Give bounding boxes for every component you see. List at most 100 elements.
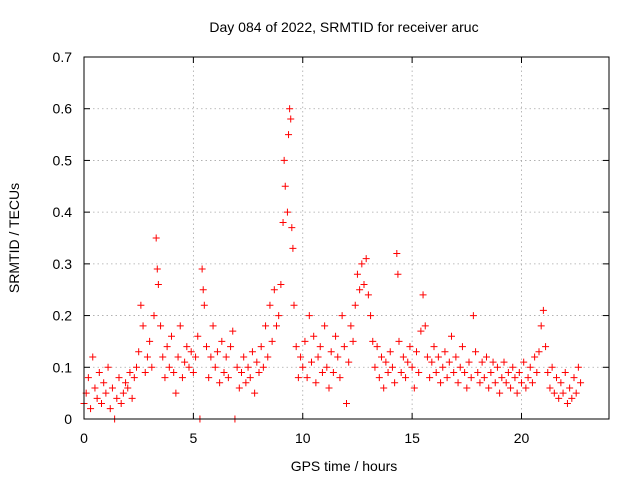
data-point — [299, 363, 307, 371]
data-point — [458, 343, 466, 351]
data-point — [266, 301, 274, 309]
data-point — [349, 337, 357, 345]
data-point — [380, 384, 388, 392]
y-tick-label: 0.5 — [53, 152, 73, 168]
data-point — [485, 384, 493, 392]
data-point — [211, 363, 219, 371]
y-tick-label: 0.4 — [53, 204, 73, 220]
data-point — [336, 374, 344, 382]
data-point — [531, 353, 539, 361]
data-point — [329, 368, 337, 376]
x-tick-label: 15 — [404, 430, 420, 446]
data-point — [198, 265, 206, 273]
data-point — [275, 312, 283, 320]
data-point — [314, 353, 322, 361]
data-point — [178, 374, 186, 382]
data-point — [347, 322, 355, 330]
data-point — [218, 337, 226, 345]
data-point — [213, 348, 221, 356]
data-point — [428, 358, 436, 366]
data-point — [434, 353, 442, 361]
data-point — [288, 224, 296, 232]
y-tick-label: 0.2 — [53, 308, 73, 324]
data-point — [535, 348, 543, 356]
data-point — [496, 389, 504, 397]
data-point — [450, 368, 458, 376]
data-point — [572, 389, 580, 397]
data-point — [216, 379, 224, 387]
data-point — [522, 384, 530, 392]
data-point — [248, 348, 256, 356]
data-point — [316, 343, 324, 351]
data-point — [126, 368, 134, 376]
data-point — [478, 358, 486, 366]
gridlines — [84, 57, 609, 419]
data-point — [154, 281, 162, 289]
data-point — [369, 337, 377, 345]
data-point — [321, 322, 329, 330]
data-point — [153, 265, 161, 273]
data-point — [200, 301, 208, 309]
data-point — [480, 374, 488, 382]
data-point — [386, 348, 394, 356]
data-point — [382, 358, 390, 366]
data-point — [244, 363, 252, 371]
data-point — [548, 363, 556, 371]
data-point — [161, 374, 169, 382]
data-point — [163, 343, 171, 351]
data-point — [135, 348, 143, 356]
y-tick-label: 0 — [64, 411, 72, 427]
data-point — [399, 353, 407, 361]
data-point — [393, 250, 401, 258]
data-point — [437, 379, 445, 387]
data-point — [199, 286, 207, 294]
data-point — [224, 374, 232, 382]
data-point — [181, 358, 189, 366]
data-point — [104, 363, 112, 371]
data-point — [172, 389, 180, 397]
data-point — [426, 374, 434, 382]
data-point — [491, 379, 499, 387]
data-point — [297, 353, 305, 361]
data-point — [285, 131, 293, 139]
data-point — [483, 353, 490, 361]
data-point — [229, 327, 237, 335]
data-point — [323, 363, 331, 371]
data-point — [122, 379, 130, 387]
data-point — [273, 322, 280, 330]
data-point — [509, 363, 517, 371]
data-point — [277, 281, 285, 289]
data-point — [115, 374, 123, 382]
data-point — [89, 353, 97, 361]
data-point — [507, 384, 515, 392]
data-point — [327, 348, 335, 356]
data-point — [227, 343, 235, 351]
data-point — [187, 348, 195, 356]
data-point — [443, 374, 451, 382]
data-point — [119, 389, 127, 397]
data-point — [375, 374, 383, 382]
data-point — [410, 384, 418, 392]
data-point — [356, 286, 364, 294]
data-point — [539, 306, 547, 314]
data-point — [189, 368, 197, 376]
data-point — [351, 301, 359, 309]
data-point — [264, 353, 272, 361]
data-point — [546, 384, 554, 392]
data-point — [504, 368, 512, 376]
data-point — [524, 374, 532, 382]
data-point — [574, 363, 582, 371]
data-point — [102, 389, 110, 397]
data-point — [408, 363, 416, 371]
data-point — [362, 255, 370, 263]
data-point — [209, 322, 217, 330]
data-point — [286, 105, 294, 113]
data-point — [391, 379, 399, 387]
data-point — [537, 322, 545, 330]
data-point — [312, 379, 320, 387]
data-point — [419, 291, 427, 299]
data-point — [415, 368, 423, 376]
data-point — [301, 337, 309, 345]
data-point — [358, 260, 366, 268]
data-point — [325, 384, 333, 392]
